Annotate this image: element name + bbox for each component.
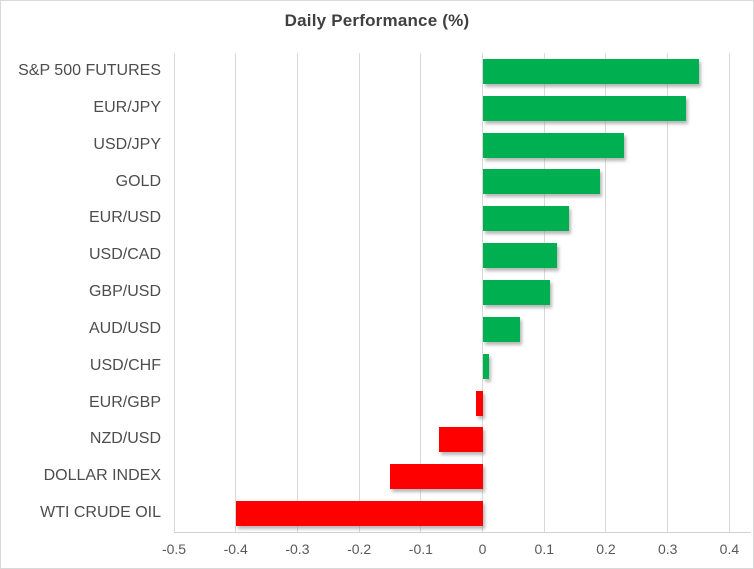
- x-tick-label-0.1: 0.1: [534, 541, 554, 557]
- gridline-0.2: [605, 53, 607, 532]
- x-tick-label-0: 0: [478, 541, 487, 557]
- x-tick-label-0.4: 0.4: [719, 541, 740, 557]
- bar-gbp-usd: [482, 280, 551, 305]
- gridline-0.3: [667, 53, 669, 532]
- category-label-aud-usd: AUD/USD: [88, 319, 161, 337]
- x-tick-label--0.5: -0.5: [161, 541, 187, 557]
- bar-gold: [482, 169, 600, 195]
- bar-usd-jpy: [482, 132, 625, 158]
- category-label-gold: GOLD: [115, 172, 161, 190]
- category-label-usd-chf: USD/CHF: [89, 356, 161, 374]
- bar-eur-jpy: [482, 95, 687, 121]
- bar-nzd-usd: [439, 427, 483, 453]
- gridline--0.1: [420, 53, 422, 532]
- category-label-nzd-usd: NZD/USD: [89, 430, 161, 448]
- bar-aud-usd: [482, 316, 520, 342]
- x-axis-line: [174, 532, 751, 533]
- chart-title: Daily Performance (%): [284, 11, 470, 30]
- bar-s-p-500-futures: [482, 58, 699, 84]
- x-tick-label--0.4: -0.4: [223, 541, 248, 557]
- x-tick-label-0.3: 0.3: [657, 541, 678, 557]
- category-label-eur-jpy: EUR/JPY: [93, 98, 161, 116]
- x-tick-label--0.3: -0.3: [285, 541, 310, 557]
- category-label-wti-crude-oil: WTI CRUDE OIL: [40, 504, 161, 522]
- bar-eur-usd: [482, 206, 569, 232]
- category-axis: S&P 500 FUTURES EUR/JPY USD/JPY GOLD EUR/USD…: [7, 53, 161, 532]
- category-label-usd-jpy: USD/JPY: [93, 135, 161, 153]
- bar-eur-gbp: [476, 390, 483, 416]
- category-label-eur-gbp: EUR/GBP: [88, 393, 161, 411]
- x-tick-label--0.1: -0.1: [408, 541, 433, 557]
- bar-wti-crude-oil: [235, 501, 483, 527]
- gridline-0.4: [728, 53, 730, 532]
- category-label-eur-usd: EUR/USD: [88, 209, 161, 227]
- bar-usd-chf: [482, 353, 489, 379]
- category-label-gbp-usd: GBP/USD: [88, 283, 161, 301]
- x-tick-label-0.2: 0.2: [596, 541, 616, 557]
- gridline--0.5: [173, 53, 175, 532]
- category-label-usd-cad: USD/CAD: [88, 246, 161, 264]
- gridline--0.2: [358, 53, 360, 532]
- category-label-dollar-index: DOLLAR INDEX: [43, 467, 161, 485]
- category-label-s-p-500-futures: S&P 500 FUTURES: [18, 62, 161, 79]
- x-tick-label--0.2: -0.2: [347, 541, 372, 557]
- gridline--0.4: [235, 53, 237, 532]
- gridline--0.3: [296, 53, 298, 532]
- bar-usd-cad: [482, 243, 557, 269]
- bar-dollar-index: [389, 464, 483, 490]
